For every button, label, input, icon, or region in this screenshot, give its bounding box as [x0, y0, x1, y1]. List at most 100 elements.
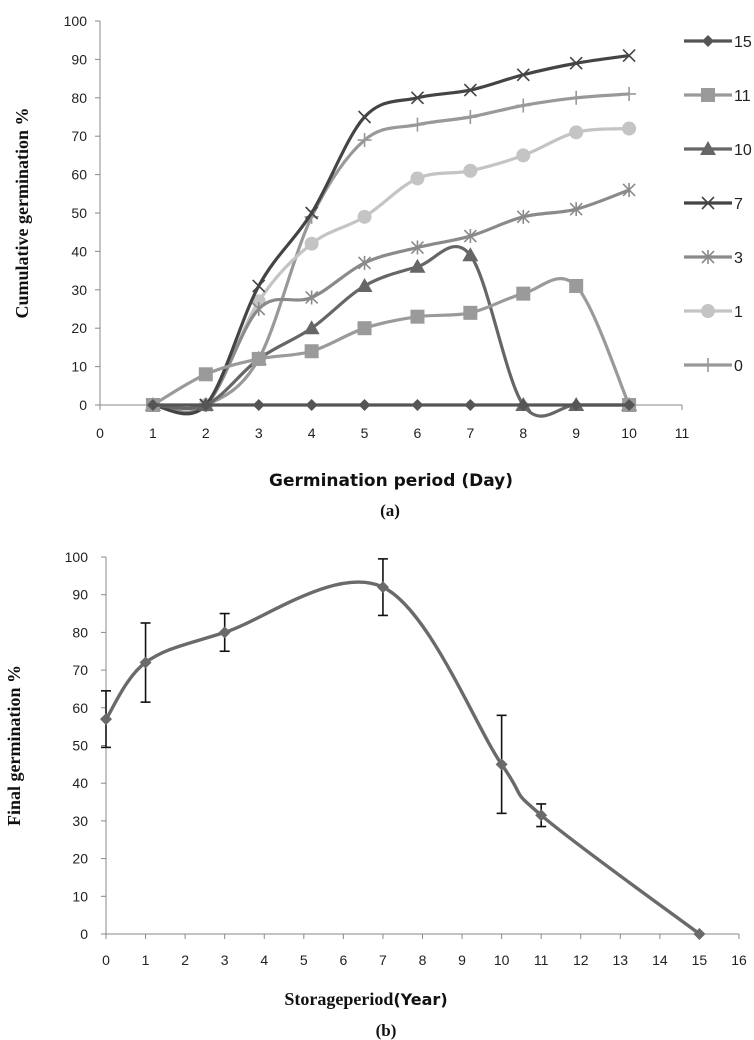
legend-item: 3 — [684, 250, 743, 267]
y-tick-label: 60 — [71, 167, 87, 183]
legend-item: 1 — [684, 304, 743, 321]
y-tick-label: 90 — [72, 587, 88, 603]
y-tick-label: 40 — [72, 775, 88, 791]
data-point — [139, 656, 152, 669]
series-line — [152, 53, 630, 416]
data-point — [305, 206, 319, 220]
y-tick-label: 90 — [71, 51, 87, 67]
data-point — [410, 91, 425, 105]
series-final-germination — [100, 558, 706, 940]
data-point — [304, 236, 319, 251]
x-tick-label: 8 — [419, 952, 427, 968]
y-tick-label: 20 — [71, 320, 87, 336]
legend-marker — [702, 35, 714, 47]
data-point — [693, 928, 706, 940]
data-point — [516, 68, 530, 82]
data-point — [411, 399, 424, 411]
data-point — [146, 399, 159, 411]
x-tick-label: 4 — [260, 952, 268, 968]
x-tick-label: 15 — [692, 952, 708, 968]
data-point — [462, 247, 479, 262]
legend-label: 0 — [734, 358, 743, 375]
x-tick-label: 0 — [96, 425, 104, 441]
data-point — [198, 367, 213, 382]
data-point — [535, 809, 548, 822]
data-point — [100, 713, 112, 726]
data-point — [623, 399, 636, 411]
data-point — [463, 229, 477, 244]
x-tick-label: 14 — [652, 952, 668, 968]
data-point — [622, 182, 636, 197]
data-point — [410, 240, 425, 255]
data-point — [410, 117, 425, 132]
x-tick-label: 16 — [731, 952, 747, 968]
data-point — [516, 148, 531, 163]
data-point — [622, 48, 636, 63]
x-tick-label: 0 — [102, 952, 110, 968]
y-tick-label: 30 — [71, 282, 87, 298]
data-point — [463, 305, 478, 320]
x-tick-label: 6 — [414, 425, 422, 441]
legend-marker — [700, 141, 716, 155]
y-tick-label: 0 — [80, 926, 88, 942]
legend-label: 15 — [734, 34, 752, 51]
x-tick-label: 13 — [613, 952, 629, 968]
y-tick-label: 80 — [71, 90, 87, 106]
data-point — [622, 86, 637, 101]
legend-item: 11 — [684, 88, 751, 105]
series-10 — [144, 245, 638, 418]
y-tick-label: 10 — [72, 888, 88, 904]
x-axis-title-unit: (Year) — [393, 990, 447, 1009]
data-point — [463, 83, 477, 97]
series-line — [152, 245, 630, 418]
y-tick-label: 100 — [65, 549, 89, 565]
data-point — [305, 399, 318, 411]
x-axis-title: Germination period (Day) — [269, 471, 513, 491]
x-tick-label: 7 — [379, 952, 387, 968]
data-point — [252, 302, 266, 316]
data-point — [357, 133, 372, 148]
legend-marker — [701, 304, 715, 318]
data-point — [463, 110, 478, 124]
data-point — [464, 399, 477, 411]
y-tick-label: 80 — [72, 624, 88, 640]
y-tick-label: 10 — [71, 359, 87, 375]
data-point — [376, 581, 389, 594]
series-line — [104, 580, 701, 936]
x-tick-label: 1 — [142, 952, 150, 968]
data-point — [356, 277, 373, 292]
data-point — [516, 209, 530, 224]
data-point — [495, 758, 508, 771]
data-point — [303, 320, 320, 335]
data-point — [516, 98, 531, 113]
x-tick-label: 3 — [255, 425, 263, 441]
legend-item: 7 — [684, 196, 743, 213]
data-point — [516, 286, 531, 301]
x-tick-label: 5 — [300, 952, 308, 968]
data-point — [569, 125, 584, 140]
x-tick-label: 2 — [202, 425, 210, 441]
data-point — [252, 399, 265, 411]
data-point — [357, 255, 372, 270]
x-tick-label: 3 — [221, 952, 229, 968]
legend-label: 7 — [734, 196, 743, 213]
x-tick-label: 6 — [339, 952, 347, 968]
legend-marker — [701, 196, 715, 210]
legend-marker — [701, 250, 715, 264]
x-tick-label: 2 — [181, 952, 189, 968]
data-point — [622, 121, 637, 136]
y-tick-label: 100 — [64, 13, 88, 29]
data-point — [569, 56, 583, 70]
y-axis-title: Final germination % — [4, 665, 24, 826]
x-tick-label: 7 — [466, 425, 474, 441]
data-point — [569, 202, 583, 217]
y-axis-title: Cumulative germination % — [12, 108, 32, 319]
x-tick-label: 9 — [458, 952, 466, 968]
data-point — [357, 110, 372, 124]
data-point — [305, 290, 319, 305]
legend-item: 15 — [684, 34, 752, 51]
data-point — [463, 163, 478, 178]
